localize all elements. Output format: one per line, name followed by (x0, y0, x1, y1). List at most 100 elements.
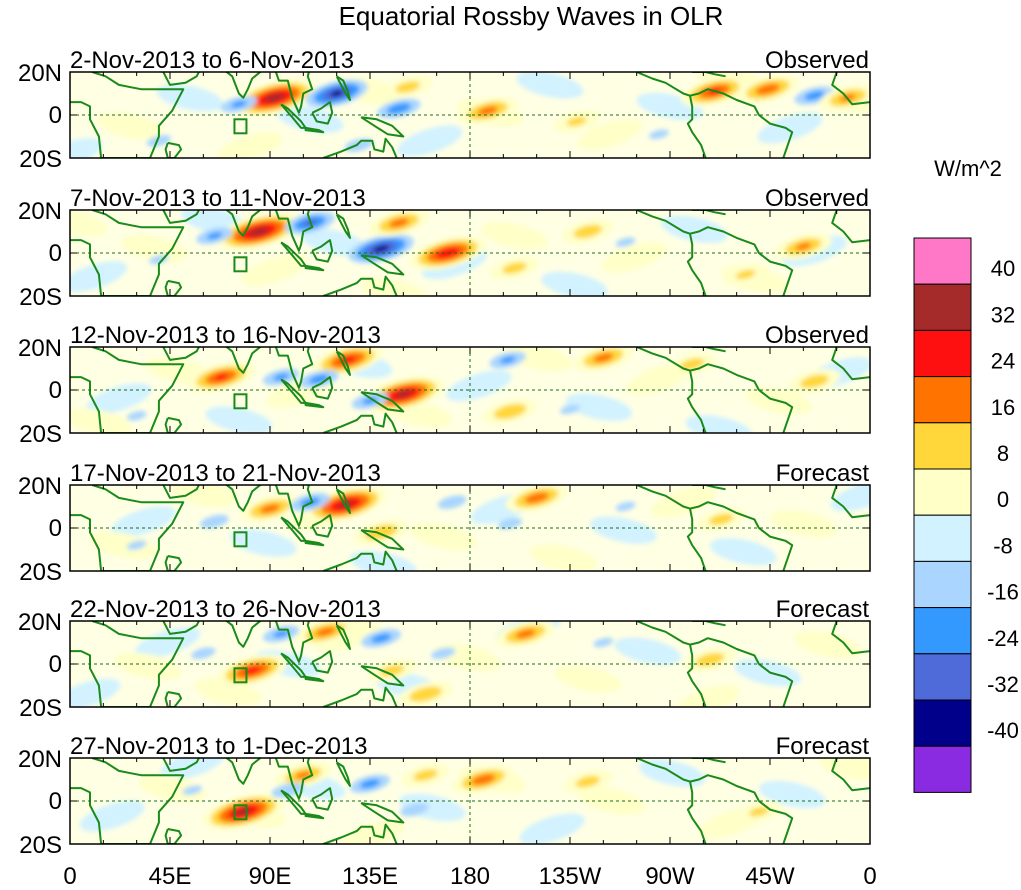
region-box (233, 667, 248, 684)
anomaly-contour (206, 232, 223, 240)
colorbar-label: 32 (991, 302, 1015, 327)
region-box (233, 531, 248, 548)
anomaly-contour (695, 652, 725, 667)
coastlines (70, 758, 870, 844)
weak-anomaly (734, 658, 802, 687)
anomaly-contour (371, 633, 392, 643)
y-tick-label: 0 (49, 377, 62, 404)
panel-status: Forecast (776, 460, 870, 487)
y-tick-label: 20S (19, 695, 62, 722)
coastline (360, 391, 405, 413)
weak-anomaly (205, 406, 273, 433)
coastlines (70, 72, 870, 158)
panel-period: 2-Nov-2013 to 6-Nov-2013 (70, 47, 354, 74)
anomaly-contour (502, 262, 527, 274)
coastline (164, 828, 183, 844)
anomaly-contour (182, 785, 203, 795)
coastline (692, 210, 726, 216)
x-tick-label: 45E (149, 863, 192, 890)
coastline (831, 485, 870, 519)
weak-anomaly (156, 84, 224, 112)
y-tick-label: 20S (19, 559, 62, 586)
panel-period: 12-Nov-2013 to 16-Nov-2013 (70, 322, 381, 349)
colorbar-swatch (913, 560, 972, 609)
coastline (636, 485, 794, 571)
coastline (360, 802, 405, 824)
anomaly-contour (315, 627, 336, 637)
anomaly-contour (593, 353, 614, 363)
panel-period: 7-Nov-2013 to 11-Nov-2013 (70, 185, 366, 212)
colorbar-swatch (913, 329, 972, 378)
coastline (274, 72, 314, 114)
weak-anomaly (516, 72, 584, 99)
coastline (274, 347, 314, 389)
coastline (636, 210, 794, 296)
y-tick-label: 20N (18, 198, 62, 225)
panel-period: 27-Nov-2013 to 1-Dec-2013 (70, 733, 368, 760)
coastline (162, 758, 201, 772)
colorbar: W/m^2 40 32 24 16 8 0 -8 -16 -24 -32 -40 (913, 156, 1019, 793)
anomaly-contour (372, 245, 390, 253)
coastline (686, 95, 707, 158)
coastline (311, 787, 334, 811)
anomaly-contour (573, 224, 603, 239)
colorbar-swatch (913, 283, 972, 331)
colorbar-swatch (913, 468, 972, 516)
coastline (335, 624, 351, 650)
coastline (304, 264, 325, 272)
anomaly-contour (273, 630, 289, 638)
weak-anomaly (589, 516, 657, 544)
anomaly-contour (200, 514, 229, 529)
coastline (162, 210, 201, 224)
y-tick-label: 20S (19, 146, 62, 173)
x-tick-label: 90W (645, 863, 695, 890)
anomaly-contour (380, 664, 405, 677)
coastline (692, 72, 726, 78)
weak-anomaly (709, 537, 777, 566)
coastline (164, 416, 183, 433)
coastline (70, 621, 185, 707)
panel-3: 20N 0 20S 12-Nov-2013 to 16-Nov-2013 Observe… (18, 322, 871, 448)
coastline (831, 758, 870, 792)
coastline (304, 401, 325, 409)
anomaly-contour (435, 247, 461, 259)
coastline (162, 347, 201, 361)
anomaly-contour (273, 373, 289, 381)
coastline (636, 72, 794, 158)
anomaly-field (70, 347, 870, 433)
anomaly-contour (413, 769, 438, 781)
anomaly-contour (804, 91, 825, 101)
panels: 20N 0 20S 2-Nov-2013 to 6-Nov-2013 Observed 2… (18, 47, 871, 859)
coastline (686, 233, 707, 296)
colorbar-label: 40 (991, 256, 1015, 281)
coastline (360, 665, 405, 687)
weak-anomaly (70, 261, 127, 293)
panel-period: 17-Nov-2013 to 21-Nov-2013 (70, 460, 381, 487)
weak-anomaly (397, 125, 463, 157)
weak-anomaly (89, 531, 157, 559)
anomaly-contour (431, 647, 456, 660)
anomaly-contour (493, 403, 527, 420)
colorbar-label: -40 (987, 718, 1019, 743)
colorbar-swatch (913, 237, 972, 285)
coastline (225, 621, 262, 648)
coastline (70, 210, 185, 296)
coastline (162, 485, 201, 499)
coastlines (70, 347, 870, 433)
x-tick-label: 90E (249, 863, 292, 890)
weak-anomaly (217, 131, 283, 158)
x-axis: 0 45E 90E 135E 180 135W 90W 45W 0 (63, 863, 876, 890)
y-tick-label: 20N (18, 746, 62, 773)
weak-anomaly (661, 215, 728, 244)
weak-anomaly (86, 383, 152, 415)
coastline (322, 550, 398, 571)
coastlines (70, 621, 870, 707)
coastline (831, 621, 870, 655)
weak-anomaly (96, 112, 164, 140)
coastline (70, 485, 185, 571)
y-tick-label: 0 (49, 788, 62, 815)
panel-status: Observed (765, 47, 869, 74)
coastline (692, 347, 726, 353)
colorbar-units: W/m^2 (934, 156, 1002, 181)
